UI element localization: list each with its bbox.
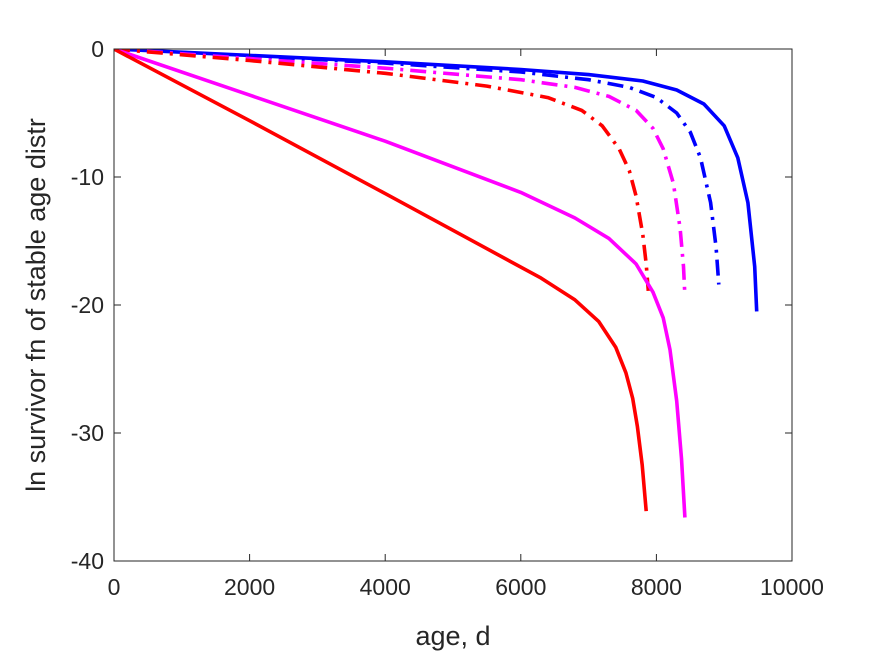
series-line-6 [114,49,648,512]
series-line-2 [114,49,721,285]
x-tick-label: 8000 [631,574,682,600]
y-tick-label: -40 [71,548,104,574]
x-tick-label: 6000 [495,574,546,600]
y-axis-label: ln survivor fn of stable age distr [21,118,51,492]
plot-area [114,49,792,561]
y-tick-label: -20 [71,292,104,318]
series-line-4 [114,49,651,292]
y-tick-label: 0 [91,36,104,62]
y-tick-label: -30 [71,420,104,446]
x-tick-label: 0 [108,574,121,600]
x-tick-label: 10000 [760,574,824,600]
x-axis-label: age, d [415,621,490,651]
series-line-5 [114,49,687,518]
x-tick-label: 4000 [360,574,411,600]
x-tick-label: 2000 [224,574,275,600]
series-line-3 [114,49,687,297]
y-tick-label: -10 [71,164,104,190]
